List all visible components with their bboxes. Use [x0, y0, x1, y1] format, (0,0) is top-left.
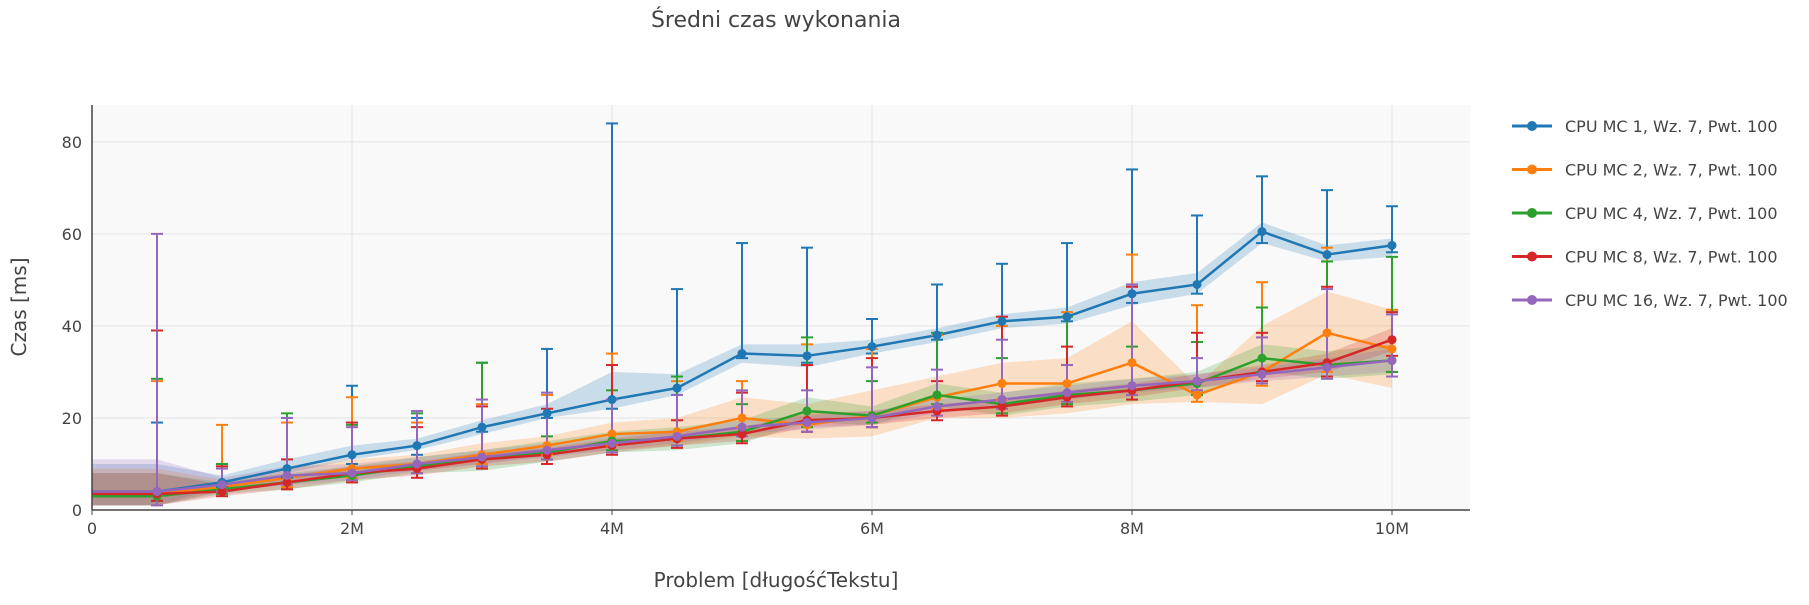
- data-point[interactable]: [802, 406, 812, 416]
- x-tick-label: 0: [87, 519, 97, 538]
- legend-label: CPU MC 4, Wz. 7, Pwt. 100: [1565, 204, 1778, 223]
- data-point[interactable]: [477, 422, 487, 432]
- data-point[interactable]: [997, 316, 1007, 326]
- data-point[interactable]: [737, 429, 747, 439]
- legend[interactable]: CPU MC 1, Wz. 7, Pwt. 100 CPU MC 2, Wz. 7…: [1512, 117, 1788, 310]
- data-point[interactable]: [282, 464, 292, 474]
- data-point[interactable]: [1387, 344, 1397, 354]
- data-point[interactable]: [997, 395, 1007, 405]
- data-point[interactable]: [1257, 353, 1267, 363]
- legend-swatch-marker: [1527, 251, 1537, 262]
- data-point[interactable]: [802, 418, 812, 428]
- data-point[interactable]: [1257, 369, 1267, 379]
- plot-area: [92, 105, 1470, 510]
- data-point[interactable]: [542, 408, 552, 418]
- data-point[interactable]: [1387, 335, 1397, 345]
- data-point[interactable]: [932, 330, 942, 340]
- legend-label: CPU MC 1, Wz. 7, Pwt. 100: [1565, 117, 1778, 136]
- legend-label: CPU MC 2, Wz. 7, Pwt. 100: [1565, 161, 1778, 180]
- data-point[interactable]: [737, 349, 747, 359]
- y-tick-label: 60: [62, 225, 82, 244]
- data-point[interactable]: [542, 445, 552, 455]
- y-tick-label: 40: [62, 317, 82, 336]
- data-point[interactable]: [737, 413, 747, 423]
- data-point[interactable]: [672, 383, 682, 393]
- gridlines: [92, 105, 1470, 510]
- chart-title: Średni czas wykonania: [651, 7, 901, 33]
- legend-swatch-marker: [1527, 295, 1537, 305]
- data-point[interactable]: [867, 413, 877, 423]
- data-point[interactable]: [1387, 355, 1397, 365]
- data-point[interactable]: [607, 438, 617, 448]
- x-tick-label: 8M: [1120, 519, 1144, 538]
- legend-swatch-marker: [1527, 121, 1537, 131]
- data-point[interactable]: [282, 477, 292, 487]
- x-tick-label: 4M: [600, 519, 624, 538]
- legend-swatch-marker: [1527, 208, 1537, 218]
- data-point[interactable]: [1127, 358, 1137, 368]
- x-tick-labels: 0 2M 4M 6M 8M 10M: [87, 510, 1409, 538]
- legend-item[interactable]: CPU MC 1, Wz. 7, Pwt. 100: [1512, 117, 1778, 136]
- data-point[interactable]: [282, 470, 292, 480]
- legend-item[interactable]: CPU MC 16, Wz. 7, Pwt. 100: [1512, 291, 1788, 310]
- data-point[interactable]: [997, 401, 1007, 411]
- error-bar: [1126, 283, 1138, 396]
- y-axis-title: Czas [ms]: [7, 257, 31, 356]
- data-point[interactable]: [1192, 376, 1202, 386]
- data-point[interactable]: [217, 487, 227, 497]
- y-tick-label: 20: [62, 409, 82, 428]
- legend-item[interactable]: CPU MC 4, Wz. 7, Pwt. 100: [1512, 204, 1778, 223]
- y-tick-label: 80: [62, 133, 82, 152]
- data-point[interactable]: [1257, 227, 1267, 237]
- data-point[interactable]: [737, 422, 747, 432]
- data-point[interactable]: [347, 468, 357, 478]
- data-point[interactable]: [1062, 312, 1072, 322]
- x-tick-label: 10M: [1375, 519, 1409, 538]
- y-tick-labels: 0 20 40 60 80: [62, 133, 82, 520]
- x-tick-label: 2M: [340, 519, 364, 538]
- x-tick-label: 6M: [860, 519, 884, 538]
- legend-swatch-marker: [1527, 164, 1537, 175]
- x-axis-title: Problem [długośćTekstu]: [654, 568, 899, 592]
- data-point[interactable]: [997, 378, 1007, 388]
- data-point[interactable]: [1387, 240, 1397, 250]
- error-bar: [151, 232, 163, 507]
- data-point[interactable]: [1322, 250, 1332, 260]
- legend-item[interactable]: CPU MC 8, Wz. 7, Pwt. 100: [1512, 248, 1778, 267]
- data-point[interactable]: [1062, 388, 1072, 398]
- data-point[interactable]: [412, 459, 422, 469]
- data-point[interactable]: [1192, 390, 1202, 400]
- data-point[interactable]: [802, 351, 812, 361]
- data-point[interactable]: [1127, 289, 1137, 299]
- data-point[interactable]: [152, 487, 162, 497]
- data-point[interactable]: [1127, 381, 1137, 391]
- data-points: [152, 227, 1397, 501]
- data-point[interactable]: [1062, 378, 1072, 388]
- legend-item[interactable]: CPU MC 2, Wz. 7, Pwt. 100: [1512, 161, 1778, 180]
- data-point[interactable]: [932, 401, 942, 411]
- data-point[interactable]: [867, 342, 877, 352]
- legend-label: CPU MC 8, Wz. 7, Pwt. 100: [1565, 248, 1778, 267]
- y-tick-label: 0: [72, 501, 82, 520]
- error-bar: [736, 242, 748, 360]
- legend-label: CPU MC 16, Wz. 7, Pwt. 100: [1565, 291, 1788, 310]
- data-point[interactable]: [217, 480, 227, 490]
- data-point[interactable]: [1192, 279, 1202, 289]
- data-point[interactable]: [607, 429, 617, 439]
- data-point[interactable]: [932, 390, 942, 400]
- data-point[interactable]: [607, 395, 617, 405]
- data-point[interactable]: [412, 441, 422, 451]
- data-point[interactable]: [1322, 362, 1332, 372]
- data-point[interactable]: [347, 450, 357, 460]
- data-point[interactable]: [1322, 328, 1332, 338]
- data-point[interactable]: [672, 431, 682, 441]
- data-point[interactable]: [477, 452, 487, 462]
